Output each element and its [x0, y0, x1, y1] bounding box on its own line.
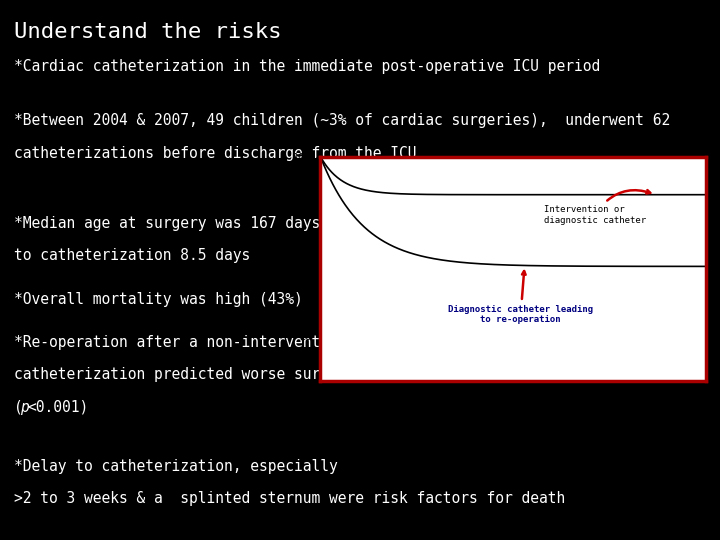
Text: *Median age at surgery was 167 days & time: *Median age at surgery was 167 days & ti… — [14, 216, 382, 231]
Text: Understand the risks: Understand the risks — [14, 22, 282, 42]
Text: catheterizations before discharge from the ICU: catheterizations before discharge from t… — [14, 146, 417, 161]
Text: *Delay to catheterization, especially: *Delay to catheterization, especially — [14, 459, 338, 474]
Text: *Re-operation after a non-interventional: *Re-operation after a non-interventional — [14, 335, 364, 350]
Text: *Cardiac catheterization in the immediate post-operative ICU period: *Cardiac catheterization in the immediat… — [14, 59, 600, 75]
Text: (: ( — [14, 400, 23, 415]
Text: *Overall mortality was high (43%): *Overall mortality was high (43%) — [14, 292, 303, 307]
Text: >2 to 3 weeks & a  splinted sternum were risk factors for death: >2 to 3 weeks & a splinted sternum were … — [14, 491, 566, 507]
Text: Intervention or
diagnostic catheter: Intervention or diagnostic catheter — [544, 190, 650, 225]
Text: to catheterization 8.5 days: to catheterization 8.5 days — [14, 248, 251, 264]
Text: catheterization predicted worse survival: catheterization predicted worse survival — [14, 367, 364, 382]
Text: p: p — [20, 400, 29, 415]
Text: *Between 2004 & 2007, 49 children (~3% of cardiac surgeries),  underwent 62: *Between 2004 & 2007, 49 children (~3% o… — [14, 113, 670, 129]
Text: <0.001): <0.001) — [27, 400, 89, 415]
Text: Diagnostic catheter leading
to re-operation: Diagnostic catheter leading to re-operat… — [448, 271, 593, 324]
